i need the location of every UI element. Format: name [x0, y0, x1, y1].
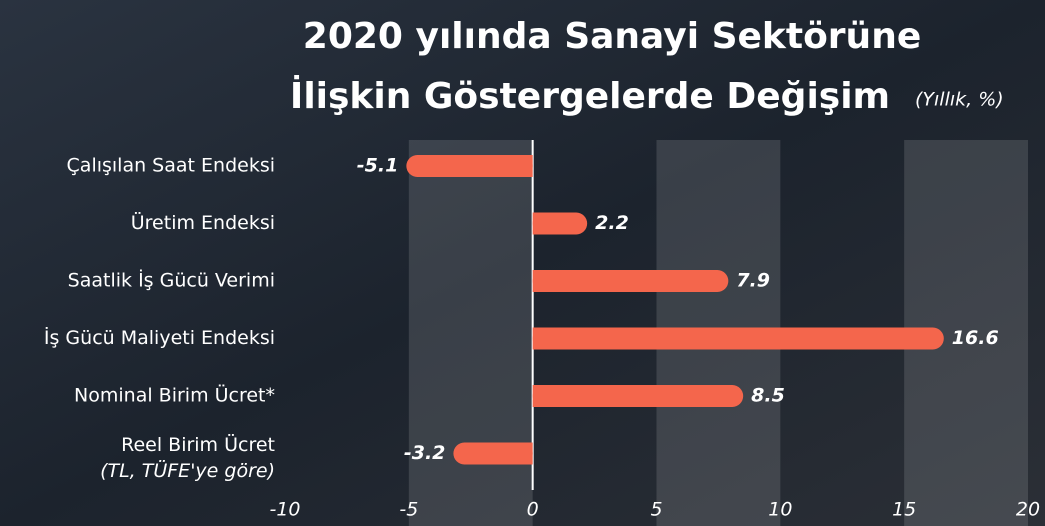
y-tick-label: Reel Birim Ücret [121, 433, 275, 456]
bar [406, 155, 533, 177]
y-tick-label: İş Gücü Maliyeti Endeksi [44, 326, 275, 349]
grid-band [408, 140, 533, 526]
x-tick-label: 0 [527, 499, 539, 521]
bar-base [532, 270, 555, 292]
chart-title: 2020 yılında Sanayi Sektörüne [303, 16, 921, 57]
bar-base [532, 385, 555, 407]
x-tick-label: 20 [1016, 499, 1040, 521]
bar-base [532, 327, 555, 350]
value-label: 16.6 [952, 327, 999, 349]
value-label: 2.2 [595, 212, 629, 234]
bar-base [510, 155, 533, 177]
y-tick-label: Saatlik İş Gücü Verimi [68, 269, 275, 292]
bar [532, 385, 744, 407]
x-tick-label: -10 [269, 499, 300, 521]
value-label: 8.5 [751, 385, 785, 407]
bar-base [510, 442, 533, 465]
bar [532, 270, 729, 292]
y-tick-label: Çalışılan Saat Endeksi [67, 155, 275, 177]
value-label: -5.1 [357, 155, 399, 177]
x-tick-label: 15 [892, 499, 916, 521]
value-label: 7.9 [736, 270, 770, 292]
bar-base [532, 212, 555, 235]
value-label: -3.2 [404, 442, 446, 464]
chart-subtitle: (Yıllık, %) [915, 89, 1004, 111]
category-note: (TL, TÜFE'ye göre) [100, 459, 275, 482]
bar [532, 327, 944, 350]
y-tick-label: Nominal Birim Ücret* [74, 384, 275, 407]
chart-title: İlişkin Göstergelerde Değişim [290, 75, 890, 117]
x-tick-label: -5 [399, 499, 418, 521]
y-tick-label: Üretim Endeksi [131, 211, 275, 234]
x-tick-label: 10 [768, 499, 792, 521]
x-tick-label: 5 [650, 499, 662, 521]
